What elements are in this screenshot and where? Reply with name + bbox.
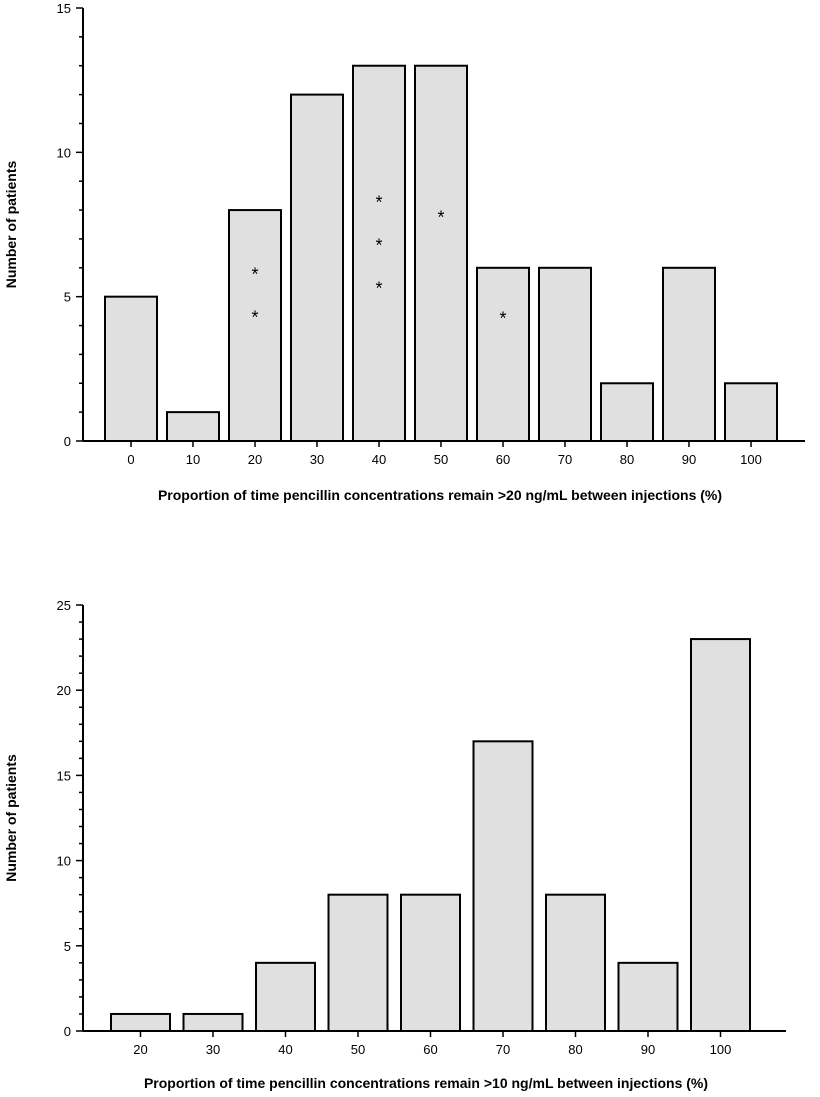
bar-0 xyxy=(104,295,158,442)
y-tick-label: 15 xyxy=(57,768,71,783)
x-tick-label: 100 xyxy=(710,1042,732,1057)
bar-100 xyxy=(724,382,778,442)
bar-70 xyxy=(538,266,592,442)
y-tick-label: 25 xyxy=(57,598,71,613)
x-tick-label: 0 xyxy=(127,452,134,467)
y-tick-label: 5 xyxy=(64,290,71,305)
bar-30 xyxy=(182,1012,244,1033)
x-tick-label: 70 xyxy=(558,452,572,467)
bar-20 xyxy=(228,209,282,442)
bar-70 xyxy=(472,740,534,1032)
x-tick-label: 30 xyxy=(310,452,324,467)
bar-40 xyxy=(255,961,316,1033)
bar-60 xyxy=(400,893,461,1032)
y-tick-label: 0 xyxy=(64,1024,71,1039)
x-tick-label: 10 xyxy=(186,452,200,467)
bar-60 xyxy=(476,266,530,442)
x-tick-label: 30 xyxy=(206,1042,220,1057)
x-tick-label: 80 xyxy=(620,452,634,467)
bar-10 xyxy=(166,411,220,442)
x-tick-label: 60 xyxy=(496,452,510,467)
y-axis-title: Number of patients xyxy=(3,754,19,882)
x-tick-label: 90 xyxy=(641,1042,655,1057)
x-tick-label: 60 xyxy=(423,1042,437,1057)
bar-30 xyxy=(290,93,344,442)
x-tick-label: 40 xyxy=(372,452,386,467)
bar-50 xyxy=(327,893,389,1032)
top-histogram: 0 10 20 * * 30 40 * * * 50 * 60 * 70 80 90 100 0 5 10 15 Propo… xyxy=(3,1,805,503)
bar-90 xyxy=(617,961,679,1033)
y-tick-label: 0 xyxy=(64,434,71,449)
x-tick-label: 50 xyxy=(351,1042,365,1057)
significance-star: * xyxy=(499,308,506,328)
significance-star: * xyxy=(437,207,444,227)
y-tick-label: 15 xyxy=(57,1,71,16)
bottom-histogram: 20 30 40 50 60 70 80 90 100 0 5 10 15 20 25 Proportion … xyxy=(3,598,786,1091)
x-tick-label: 100 xyxy=(740,452,762,467)
significance-star: * xyxy=(375,235,382,255)
bar-100 xyxy=(690,638,751,1033)
x-axis-title: Proportion of time pencillin concentrati… xyxy=(158,487,722,503)
y-tick-label: 20 xyxy=(57,683,71,698)
bar-80 xyxy=(600,382,654,442)
y-tick-label: 5 xyxy=(64,939,71,954)
x-tick-label: 70 xyxy=(496,1042,510,1057)
significance-star: * xyxy=(251,265,258,285)
bar-80 xyxy=(545,893,606,1032)
x-tick-label: 50 xyxy=(434,452,448,467)
x-tick-label: 90 xyxy=(682,452,696,467)
x-axis-title: Proportion of time pencillin concentrati… xyxy=(144,1075,708,1091)
x-tick-label: 20 xyxy=(133,1042,147,1057)
significance-star: * xyxy=(375,192,382,212)
y-axis-title: Number of patients xyxy=(3,161,19,289)
bar-50 xyxy=(414,64,468,442)
y-tick-label: 10 xyxy=(57,854,71,869)
x-tick-label: 80 xyxy=(568,1042,582,1057)
significance-star: * xyxy=(375,278,382,298)
x-tick-label: 20 xyxy=(248,452,262,467)
y-tick-label: 10 xyxy=(57,145,71,160)
bar-20 xyxy=(110,1012,171,1033)
bar-90 xyxy=(662,266,716,442)
x-tick-label: 40 xyxy=(278,1042,292,1057)
significance-star: * xyxy=(251,308,258,328)
